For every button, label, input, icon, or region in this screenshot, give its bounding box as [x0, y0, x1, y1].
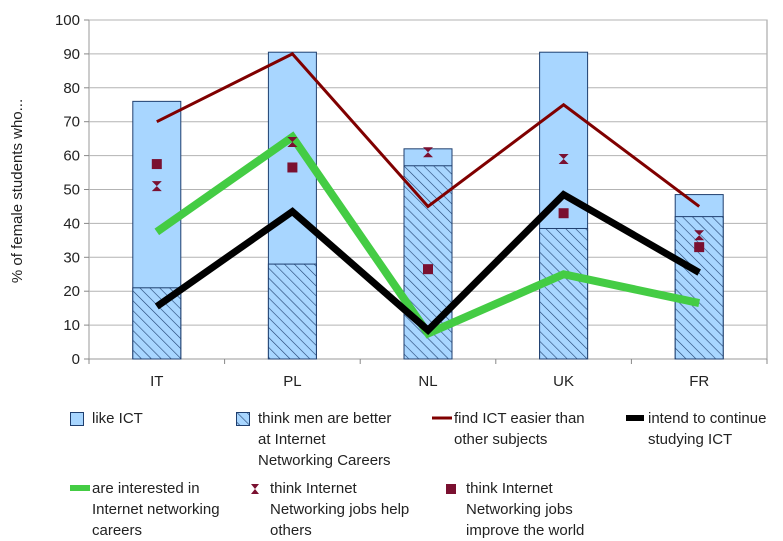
bar-think-men-better	[132, 287, 182, 360]
line-series	[154, 190, 701, 335]
y-tick-label: 100	[55, 12, 80, 29]
marker-improve-world	[694, 242, 705, 253]
marker-improve-world	[423, 264, 433, 275]
y-tick-label: 70	[63, 114, 80, 131]
line-series	[156, 52, 701, 209]
y-tick-label: 80	[63, 80, 80, 97]
marker-help-others	[558, 153, 569, 164]
y-axis-label: % of female students who...	[9, 99, 26, 283]
plot-area: 0 10 20 30 40 50 60 70 80 90 100 IT PL NL UK FR	[55, 12, 768, 390]
marker-help-others	[151, 181, 162, 192]
bar-think-men-better	[539, 227, 589, 360]
marker-help-others	[694, 230, 705, 241]
bar-think-men-better	[674, 216, 724, 360]
y-tick-label: 20	[63, 283, 80, 300]
x-tick-label: NL	[418, 373, 437, 390]
y-tick-label: 0	[72, 351, 80, 368]
x-tick-label: IT	[150, 373, 163, 390]
legend-label: are interested in Internet networking ca…	[92, 480, 220, 539]
bar-think-men-better	[267, 263, 317, 360]
legend-swatch-hatched-bar	[236, 412, 250, 426]
y-tick-label: 40	[63, 215, 80, 232]
legend: like ICT think men are better at Interne…	[0, 408, 783, 539]
legend-label: intend to continue studying ICT	[648, 410, 767, 448]
y-tick-label: 30	[63, 249, 80, 266]
legend-swatch-line	[626, 415, 644, 421]
legend-swatch-bar	[70, 412, 84, 426]
chart: 0 10 20 30 40 50 60 70 80 90 100 IT PL NL UK FR % of fe…	[9, 12, 768, 390]
x-tick-label: PL	[283, 373, 301, 390]
legend-label: find ICT easier than other subjects	[454, 410, 585, 448]
marker-help-others	[287, 137, 298, 148]
legend-label: think men are better at Internet Network…	[258, 410, 392, 469]
marker-improve-world	[558, 208, 569, 219]
y-tick-label: 10	[63, 317, 80, 334]
legend-label: think Internet Networking jobs help othe…	[270, 480, 410, 539]
marker-help-others	[423, 147, 433, 158]
x-tick-label: FR	[689, 373, 709, 390]
legend-swatch-line	[432, 416, 452, 420]
x-tick-label: UK	[553, 373, 574, 390]
legend-label: think Internet Networking jobs improve t…	[466, 480, 585, 539]
legend-swatch-square-marker	[446, 484, 456, 494]
marker-improve-world	[287, 162, 298, 173]
legend-swatch-hourglass-marker	[251, 484, 259, 494]
legend-swatch-line	[70, 485, 90, 491]
y-tick-label: 50	[63, 182, 80, 199]
legend-label: like ICT	[92, 410, 143, 427]
y-tick-label: 90	[63, 46, 80, 63]
y-tick-label: 60	[63, 148, 80, 165]
marker-improve-world	[151, 159, 162, 170]
